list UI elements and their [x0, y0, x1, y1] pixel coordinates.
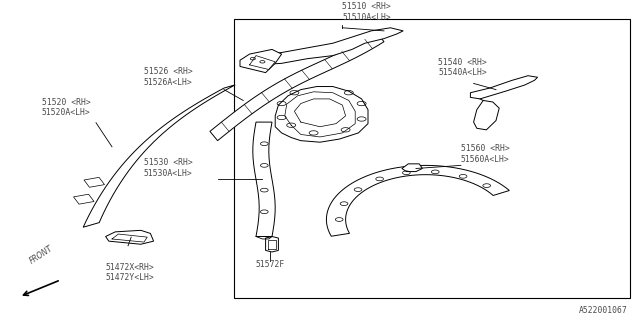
- Polygon shape: [474, 100, 499, 130]
- Text: 51520 <RH>
51520A<LH>: 51520 <RH> 51520A<LH>: [42, 98, 90, 117]
- Polygon shape: [275, 86, 368, 142]
- Polygon shape: [326, 165, 509, 236]
- Text: FRONT: FRONT: [28, 244, 55, 266]
- Text: 51526 <RH>
51526A<LH>: 51526 <RH> 51526A<LH>: [144, 67, 193, 86]
- Polygon shape: [266, 236, 278, 252]
- Polygon shape: [106, 230, 154, 244]
- Text: 51530 <RH>
51530A<LH>: 51530 <RH> 51530A<LH>: [144, 158, 193, 178]
- Polygon shape: [470, 76, 538, 99]
- Text: 51510 <RH>
51510A<LH>: 51510 <RH> 51510A<LH>: [342, 2, 391, 21]
- Polygon shape: [83, 85, 236, 227]
- Text: 51540 <RH>
51540A<LH>: 51540 <RH> 51540A<LH>: [438, 58, 487, 77]
- Text: 51472X<RH>
51472Y<LH>: 51472X<RH> 51472Y<LH>: [106, 263, 154, 282]
- Bar: [234, 19, 630, 298]
- Bar: [84, 177, 104, 187]
- Text: 51560 <RH>
51560A<LH>: 51560 <RH> 51560A<LH>: [461, 144, 509, 164]
- Polygon shape: [240, 49, 282, 73]
- Polygon shape: [402, 164, 422, 172]
- Polygon shape: [253, 122, 275, 236]
- Polygon shape: [210, 32, 384, 141]
- Text: A522001067: A522001067: [579, 306, 627, 316]
- Polygon shape: [243, 28, 403, 65]
- Bar: [74, 194, 94, 204]
- Text: 51572F: 51572F: [255, 260, 285, 269]
